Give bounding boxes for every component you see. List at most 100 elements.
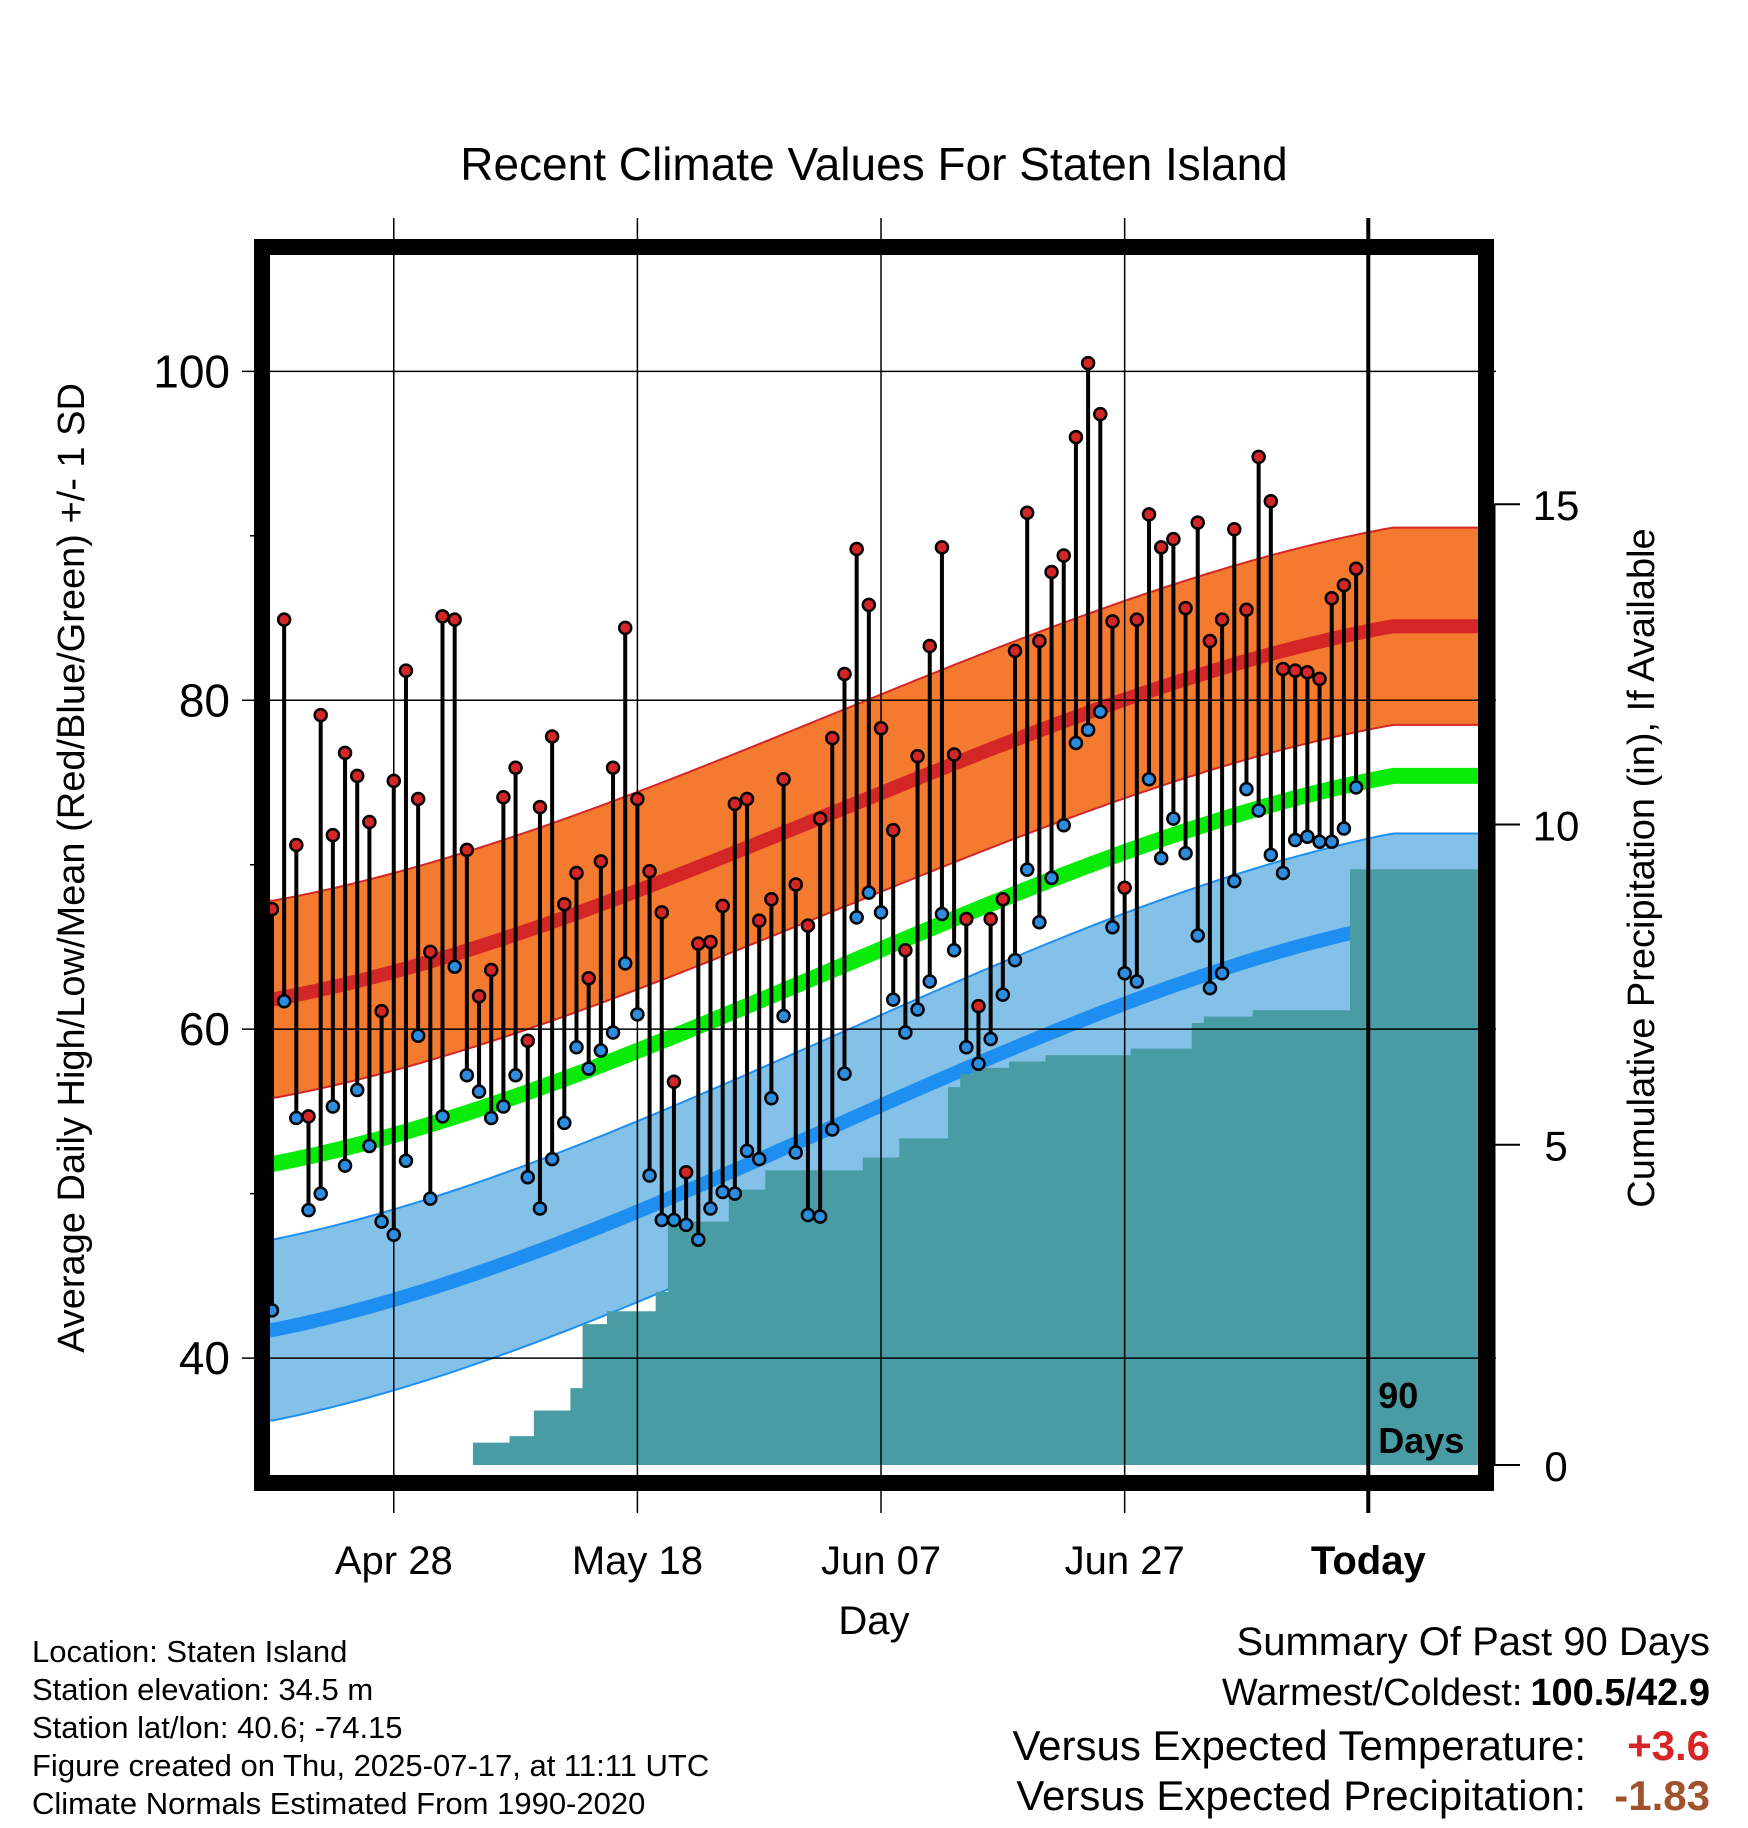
daily-low-point xyxy=(593,1043,609,1058)
daily-high-point xyxy=(898,942,913,958)
daily-low-point xyxy=(374,1214,389,1229)
daily-low-point xyxy=(1239,781,1254,797)
daily-low-point xyxy=(666,1212,682,1228)
daily-low-point xyxy=(812,1209,828,1224)
summary-temperature: Versus Expected Temperature: +3.6 xyxy=(1012,1722,1710,1770)
daily-high-point xyxy=(1202,633,1218,649)
daily-high-point xyxy=(362,814,377,830)
daily-low-point xyxy=(1007,952,1023,968)
daily-high-point xyxy=(289,837,304,853)
daily-low-point xyxy=(654,1212,670,1228)
daily-high-point xyxy=(1080,355,1096,371)
daily-low-point xyxy=(715,1184,730,1200)
daily-high-point xyxy=(666,1074,682,1090)
daily-low-point xyxy=(898,1025,913,1040)
daily-high-point xyxy=(447,612,462,627)
daily-high-point xyxy=(642,864,657,879)
daily-high-point xyxy=(532,799,548,815)
daily-high-point xyxy=(715,898,730,914)
precipitation-area xyxy=(261,869,1484,1465)
daily-high-point xyxy=(1032,633,1047,649)
daily-low-point xyxy=(1336,821,1352,836)
daily-low-point xyxy=(727,1186,743,1201)
daily-high-point xyxy=(678,1165,694,1180)
daily-high-point xyxy=(1190,515,1205,530)
daily-high-point xyxy=(581,970,596,986)
daily-high-point xyxy=(1178,600,1193,616)
daily-low-point xyxy=(581,1061,596,1076)
daily-low-point xyxy=(959,1040,974,1055)
daily-high-point xyxy=(1312,671,1327,687)
daily-low-point xyxy=(325,1099,341,1114)
daily-low-point xyxy=(946,942,962,958)
daily-low-point xyxy=(447,959,462,974)
location-text: Location: Staten Island xyxy=(32,1634,348,1669)
x-tick-label: Today xyxy=(1311,1539,1427,1583)
daily-low-point xyxy=(557,1115,572,1131)
daily-low-point xyxy=(764,1091,779,1106)
daily-high-point xyxy=(1153,540,1169,555)
daily-high-point xyxy=(1129,612,1145,627)
daily-high-point xyxy=(1239,602,1254,618)
daily-high-point xyxy=(508,760,523,775)
daily-high-point xyxy=(1300,665,1315,680)
x-tick-label: Apr 28 xyxy=(335,1539,453,1583)
daily-high-point xyxy=(800,918,816,933)
daily-high-point xyxy=(630,791,645,807)
daily-high-point xyxy=(313,707,328,723)
temperature-label: Versus Expected Temperature: xyxy=(1012,1722,1586,1769)
y-tick-label: 80 xyxy=(179,674,230,726)
daily-high-point xyxy=(483,962,499,978)
daily-low-point xyxy=(459,1067,475,1083)
daily-high-point xyxy=(520,1033,536,1048)
normal-mean-line xyxy=(261,767,1480,1173)
daily-high-point xyxy=(423,944,438,960)
daily-high-point xyxy=(1056,548,1071,563)
daily-low-point xyxy=(276,993,292,1009)
daily-high-point xyxy=(325,827,341,843)
daily-high-point xyxy=(751,913,767,928)
daily-high-point xyxy=(1287,663,1303,678)
daily-high-point xyxy=(1093,406,1108,422)
x-axis-label: Day xyxy=(838,1599,909,1643)
daily-low-point xyxy=(1141,771,1157,787)
daily-low-point xyxy=(739,1143,755,1159)
daily-low-point xyxy=(532,1201,548,1216)
daily-low-point xyxy=(642,1168,657,1183)
daily-low-point xyxy=(483,1110,499,1126)
daily-low-point xyxy=(703,1201,718,1216)
daily-low-point xyxy=(313,1186,328,1201)
daily-low-point xyxy=(873,905,889,920)
daily-low-point xyxy=(1275,865,1291,881)
daily-low-point xyxy=(1227,873,1242,889)
daily-low-point xyxy=(825,1122,840,1137)
daily-low-point xyxy=(910,1002,925,1017)
daily-low-point xyxy=(1117,966,1132,981)
daily-high-point xyxy=(1336,577,1352,593)
daily-high-point xyxy=(861,597,877,613)
daily-low-point xyxy=(435,1109,450,1124)
daily-low-point xyxy=(569,1040,584,1055)
daily-high-point xyxy=(764,892,779,907)
today-days-word: Days xyxy=(1378,1420,1464,1461)
daily-low-point xyxy=(423,1191,438,1206)
daily-low-point xyxy=(508,1067,523,1083)
daily-low-point xyxy=(885,992,901,1007)
daily-low-point xyxy=(1348,780,1364,795)
daily-high-point xyxy=(959,911,974,927)
daily-low-point xyxy=(1202,980,1218,996)
daily-high-point xyxy=(934,540,950,555)
summary-warm-cold: Warmest/Coldest: 100.5/42.9 xyxy=(1222,1672,1710,1715)
daily-low-point xyxy=(301,1202,316,1218)
daily-high-point xyxy=(349,768,365,784)
daily-low-point xyxy=(1190,928,1205,943)
y-tick-label: 40 xyxy=(179,1332,230,1384)
daily-low-point xyxy=(678,1217,694,1233)
daily-high-point xyxy=(922,638,938,654)
daily-high-point xyxy=(654,905,670,920)
daily-high-point xyxy=(983,911,998,927)
low-band-upper-edge xyxy=(261,832,1480,1241)
daily-low-point xyxy=(1263,847,1279,863)
precipitation-value: -1.83 xyxy=(1614,1772,1710,1819)
